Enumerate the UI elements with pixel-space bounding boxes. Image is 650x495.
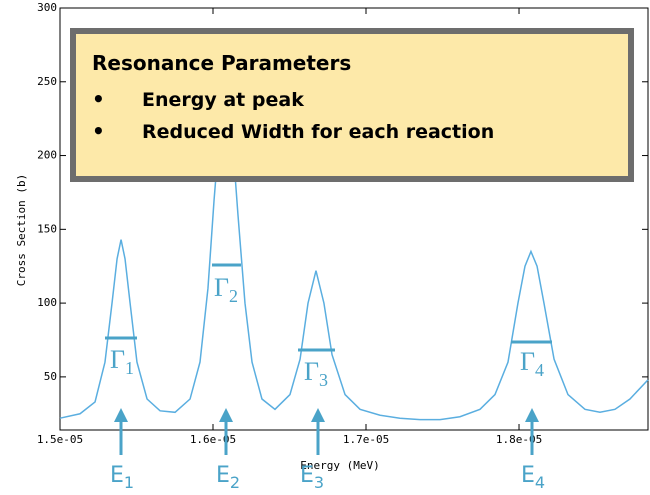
arrow-head [219,408,233,422]
y-tick-label: 250 [37,75,57,88]
y-tick-label: 100 [37,296,57,309]
y-tick-label: 150 [37,222,57,235]
subscript: 3 [319,370,328,390]
y-tick-label: 200 [37,149,57,162]
x-axis-label: Energy (MeV) [300,459,379,472]
width-label: Γ2 [214,273,238,306]
subscript: 2 [230,473,240,492]
peak-label: E2 [216,463,240,492]
y-tick-label: 300 [37,1,57,14]
symbol: Γ [110,345,125,374]
annotation-box [70,28,634,182]
symbol: Γ [304,357,319,386]
symbol: E [110,463,124,488]
subscript: 3 [314,473,324,492]
bullet: • [92,87,105,111]
symbol: Γ [214,273,229,302]
symbol: Γ [520,347,535,376]
x-tick-label: 1.8e-05 [496,433,542,446]
width-bars [105,263,552,352]
arrow-head [311,408,325,422]
subscript: 4 [535,360,544,380]
box-title: Resonance Parameters [92,51,351,75]
subscript: 1 [125,358,134,378]
peak-label: E4 [521,463,545,492]
bullet-text: Energy at peak [142,89,304,111]
width-label: Γ1 [110,345,134,378]
cross-section-line [59,103,649,421]
symbol: E [521,463,535,488]
subscript: 2 [229,286,238,306]
bullet-text: Reduced Width for each reaction [142,121,494,143]
arrow-head [114,408,128,422]
width-label: Γ3 [304,357,328,390]
peak-label: E1 [110,463,134,492]
width-label: Γ4 [520,347,544,380]
x-tick-label: 1.7e-05 [343,433,389,446]
subscript: 1 [124,473,134,492]
peak-label: E3 [300,463,324,492]
x-tick-label: 1.5e-05 [37,433,83,446]
symbol: E [216,463,230,488]
x-tick-label: 1.6e-05 [190,433,236,446]
symbol: E [300,463,314,488]
peak-arrows [114,408,539,455]
subscript: 4 [535,473,545,492]
arrow-head [525,408,539,422]
y-axis-label: Cross Section (b) [15,174,28,287]
bullet: • [92,119,105,143]
y-tick-label: 50 [44,370,57,383]
